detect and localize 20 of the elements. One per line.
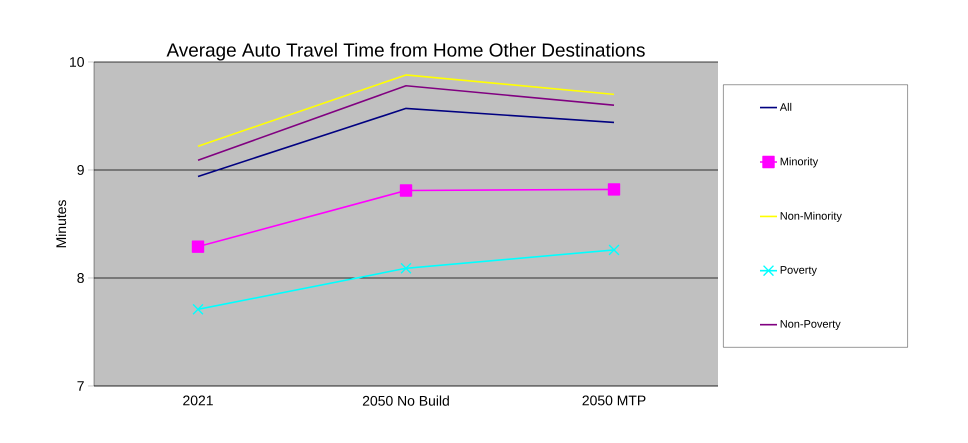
point [608, 244, 620, 256]
point [400, 262, 412, 274]
legend-label: Poverty [780, 266, 817, 276]
y-tick-label: 8 [77, 273, 84, 283]
x-tick-label: 2050 No Build [362, 396, 449, 406]
y-tick-label: 7 [77, 381, 84, 391]
legend-label: Non-Minority [780, 212, 842, 222]
point [400, 184, 412, 197]
point [192, 240, 204, 253]
legend-label: All [780, 102, 792, 111]
y-tick-label: 9 [77, 165, 84, 175]
point [192, 304, 204, 315]
x-tick-label: 2021 [183, 395, 213, 406]
y-tick-label: 10 [70, 57, 84, 67]
legend-label: Non-Poverty [780, 320, 841, 330]
legend-label: Minority [780, 157, 818, 168]
x-tick-label: 2050 MTP [582, 395, 646, 406]
point [608, 183, 620, 196]
chart-title: Average Auto Travel Time from Home Other Destinations [166, 42, 645, 60]
y-axis-title: Minutes [56, 200, 66, 248]
